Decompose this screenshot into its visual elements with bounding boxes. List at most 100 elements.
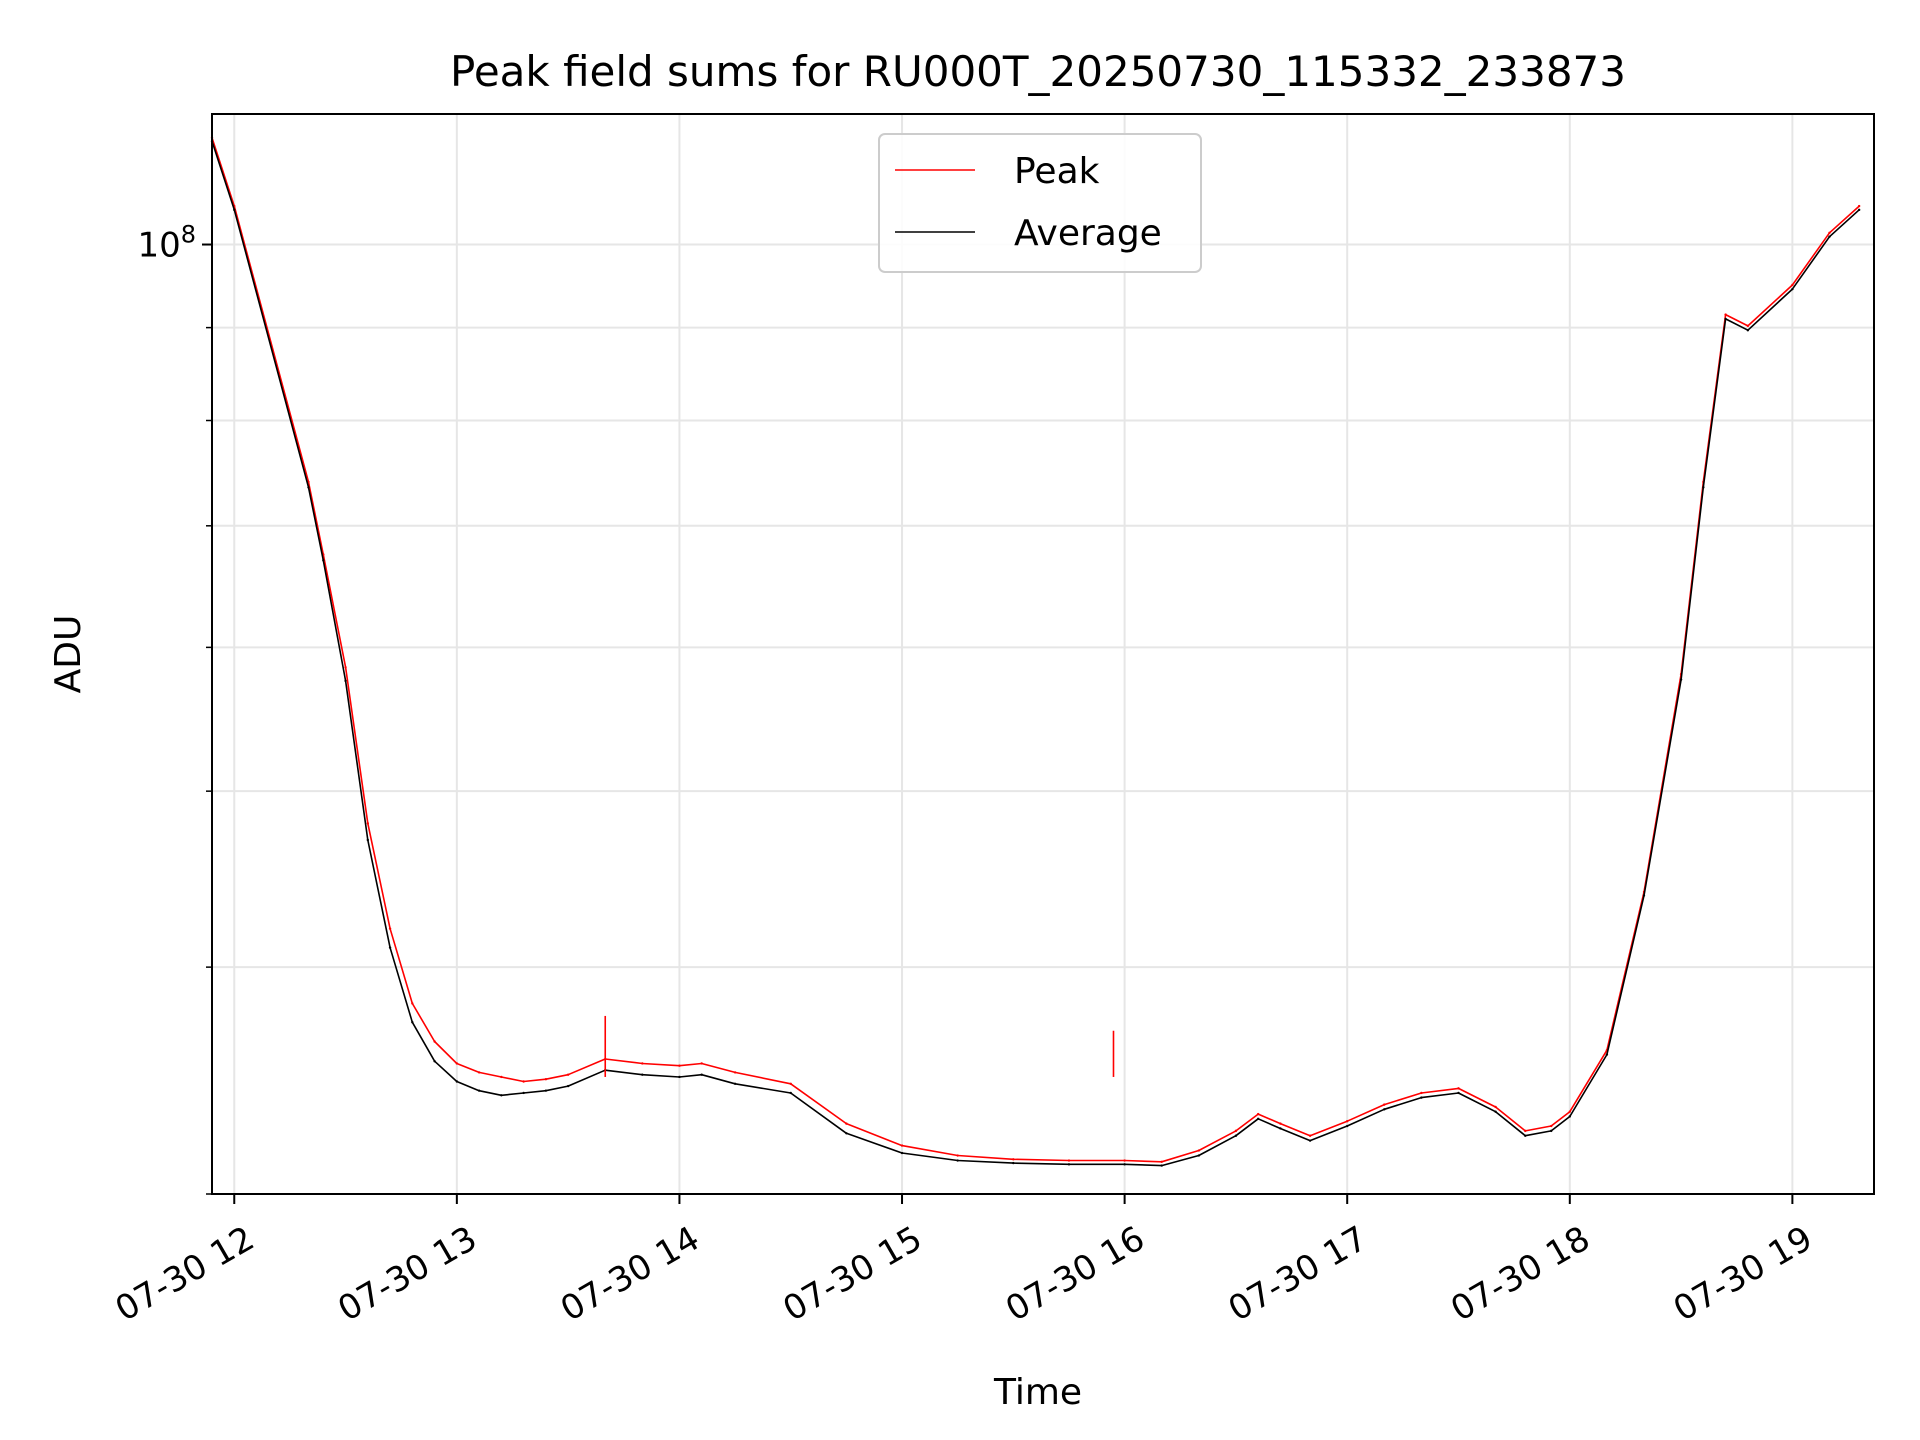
chart-title: Peak field sums for RU000T_20250730_1153… (450, 47, 1626, 96)
data-point-peak (500, 1075, 503, 1079)
data-point-peak (455, 1062, 459, 1065)
data-point-peak (1346, 1120, 1349, 1123)
data-point-average (544, 1089, 548, 1092)
data-point-average (1234, 1134, 1238, 1137)
data-point-average (733, 1082, 737, 1085)
data-point-average (1642, 894, 1646, 897)
data-point-average (1067, 1163, 1071, 1166)
data-point-peak (1494, 1105, 1497, 1109)
data-point-average (1702, 486, 1705, 489)
data-point-peak (845, 1122, 848, 1125)
data-point-peak (1308, 1134, 1312, 1137)
data-point-peak (1279, 1122, 1282, 1125)
data-point-average (1420, 1096, 1423, 1099)
data-point-peak (366, 822, 370, 825)
data-point-peak (641, 1062, 644, 1065)
data-point-average (1746, 329, 1750, 332)
series-layer (210, 136, 1861, 1167)
data-point-average (1568, 1115, 1571, 1118)
data-point-peak (733, 1071, 737, 1074)
data-point-peak (1524, 1129, 1527, 1133)
data-point-peak (678, 1064, 681, 1067)
data-point-average (1160, 1164, 1163, 1167)
data-point-peak (789, 1082, 792, 1085)
data-point-peak (1256, 1112, 1260, 1116)
data-point-average (1012, 1161, 1015, 1165)
series-line-average (212, 140, 1860, 1167)
data-point-peak (544, 1078, 548, 1081)
data-point-peak (522, 1080, 525, 1083)
data-point-peak (477, 1071, 481, 1074)
data-point-peak (900, 1144, 904, 1147)
data-point-average (322, 559, 325, 562)
data-point-average (678, 1075, 681, 1079)
legend-box (878, 133, 1202, 273)
data-point-peak (1550, 1124, 1553, 1128)
data-point-average (845, 1132, 848, 1135)
data-point-average (1679, 678, 1683, 681)
data-point-peak (1234, 1129, 1238, 1133)
data-point-average (1197, 1154, 1201, 1157)
data-point-average (1605, 1053, 1609, 1056)
x-axis-label: Time (993, 1372, 1082, 1413)
data-point-average (233, 208, 236, 212)
data-point-average (1828, 235, 1831, 238)
y-axis: 108 (137, 221, 212, 1195)
data-point-average (477, 1089, 481, 1092)
data-point-peak (388, 927, 392, 930)
data-point-average (411, 1021, 414, 1024)
data-point-average (1308, 1139, 1312, 1142)
data-point-peak (1457, 1087, 1460, 1090)
data-point-peak (433, 1040, 436, 1043)
data-point-average (900, 1151, 904, 1155)
data-point-average (455, 1080, 459, 1083)
data-point-peak (956, 1154, 959, 1157)
data-point-peak (1383, 1103, 1386, 1106)
y-axis-label: ADU (48, 615, 89, 694)
data-point-average (307, 486, 310, 489)
data-point-average (641, 1073, 644, 1076)
data-point-average (956, 1159, 959, 1162)
data-point-average (566, 1084, 570, 1088)
data-point-average (1346, 1124, 1349, 1128)
plot-frame (211, 113, 1875, 1195)
data-point-peak (1160, 1160, 1163, 1164)
data-point-average (1791, 287, 1794, 291)
data-point-peak (1791, 283, 1794, 287)
data-point-peak (1828, 231, 1831, 234)
data-point-average (522, 1091, 525, 1095)
data-point-average (1383, 1108, 1386, 1111)
data-point-peak (1568, 1110, 1571, 1113)
data-point-average (1550, 1129, 1553, 1133)
data-point-peak (1724, 313, 1727, 316)
data-point-average (344, 679, 347, 683)
data-point-peak (1746, 324, 1750, 328)
data-point-average (1279, 1127, 1282, 1130)
legend-label-peak: Peak (1014, 151, 1100, 192)
data-point-average (1494, 1110, 1497, 1113)
y-tick-label: 108 (137, 221, 196, 266)
data-point-peak (1420, 1091, 1423, 1095)
data-point-peak (566, 1073, 570, 1076)
data-point-peak (1857, 204, 1861, 208)
data-point-peak (1067, 1159, 1071, 1162)
data-point-average (1256, 1117, 1260, 1121)
data-point-peak (1197, 1149, 1201, 1152)
series-line-peak (212, 137, 1860, 1163)
data-point-peak (344, 666, 347, 669)
data-point-average (1524, 1134, 1527, 1137)
data-point-average (789, 1091, 792, 1095)
data-point-average (433, 1060, 436, 1063)
data-point-average (388, 946, 392, 949)
legend: Peak Average (878, 133, 1202, 273)
data-point-peak (1123, 1159, 1126, 1162)
data-point-average (1123, 1163, 1126, 1166)
data-point-average (366, 838, 370, 842)
data-point-average (700, 1073, 703, 1076)
data-point-average (1724, 317, 1727, 321)
legend-label-average: Average (1014, 213, 1162, 254)
data-point-average (1457, 1091, 1460, 1095)
data-point-average (500, 1094, 503, 1097)
data-point-peak (700, 1062, 703, 1065)
